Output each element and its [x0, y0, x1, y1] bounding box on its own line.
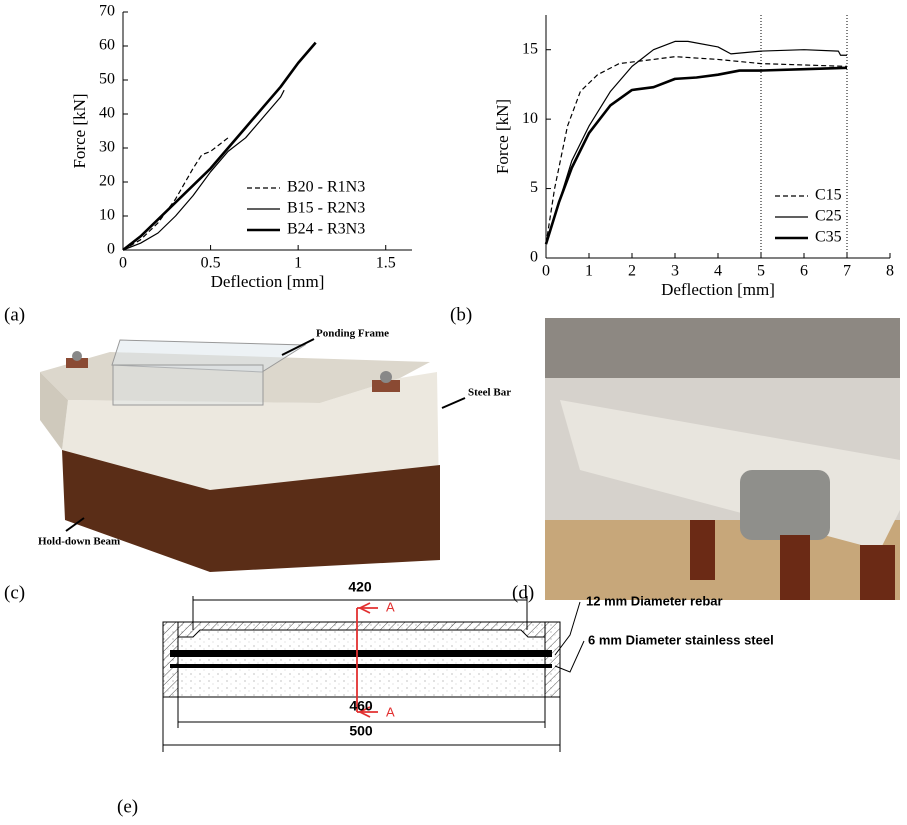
x-axis-label: Deflection [mm] — [661, 280, 775, 299]
y-tick-label: 70 — [99, 3, 115, 20]
x-tick-label: 2 — [628, 263, 636, 280]
ponding-frame-wall — [112, 364, 264, 406]
series-line — [545, 56, 848, 245]
y-tick-label: 40 — [99, 105, 115, 122]
legend-label: C35 — [815, 229, 842, 246]
x-tick-label: 5 — [757, 263, 765, 280]
section-label: A — [386, 704, 395, 719]
legend-label: B24 - R3N3 — [287, 221, 365, 238]
callout: 12 mm Diameter rebar — [586, 593, 723, 608]
legend-label: C15 — [815, 187, 842, 204]
series-line — [122, 89, 285, 251]
arrow — [65, 517, 85, 532]
y-tick-label: 20 — [99, 173, 115, 190]
annotation: Steel Bar — [468, 387, 511, 399]
y-tick-label: 10 — [99, 207, 115, 224]
panel-label: (a) — [4, 304, 25, 325]
dimension-label: 420 — [348, 579, 372, 595]
stainless-bar — [170, 664, 552, 668]
x-tick-label: 1 — [294, 255, 302, 272]
y-tick-label: 30 — [99, 139, 115, 156]
x-tick-label: 0 — [542, 263, 550, 280]
leader — [554, 601, 581, 656]
chart: 0 0.5 1 1.5 0 10 20 30 40 50 60 70 Deflection [mm] Fo… — [70, 3, 412, 291]
rebar — [170, 650, 552, 657]
ponding-recess — [177, 621, 546, 638]
beam-outline — [162, 621, 561, 698]
x-tick-label: 1.5 — [376, 255, 396, 272]
plate — [66, 358, 88, 368]
plate — [372, 380, 400, 392]
annotation: Hold-down Beam — [38, 536, 120, 548]
panel-label: (d) — [512, 582, 534, 603]
legend-label: B15 - R2N3 — [287, 200, 365, 217]
x-tick-label: 6 — [800, 263, 808, 280]
series-line — [122, 137, 229, 251]
nut — [380, 371, 392, 383]
series-line — [545, 40, 847, 245]
section-label: A — [386, 599, 395, 614]
end-cap — [162, 621, 179, 698]
x-tick-label: 7 — [843, 263, 851, 280]
x-tick-label: 0.5 — [201, 255, 221, 272]
chart: 0 1 2 3 4 5 6 7 8 0 5 10 15 Deflection [mm] Force [kN]… — [493, 15, 894, 299]
y-tick-label: 0 — [107, 241, 115, 258]
x-tick-label: 3 — [671, 263, 679, 280]
y-tick-label: 15 — [522, 40, 538, 57]
y-axis-label: Force [kN] — [493, 99, 512, 174]
legend-label: B20 - R1N3 — [287, 179, 365, 196]
y-tick-label: 0 — [530, 249, 538, 266]
section-diagram: A A 420 460 500 12 mm Diameter rebar 6 m… — [162, 579, 774, 752]
dimension-label: 500 — [349, 723, 373, 739]
x-tick-label: 1 — [585, 263, 593, 280]
support — [860, 545, 895, 600]
callout: 6 mm Diameter stainless steel — [588, 632, 774, 647]
panel-label: (c) — [4, 582, 25, 603]
annotation: Ponding Frame — [316, 328, 389, 340]
panel-label: (e) — [117, 796, 138, 817]
photo-row — [545, 318, 900, 600]
support — [690, 520, 715, 580]
x-axis-label: Deflection [mm] — [211, 272, 325, 291]
patch — [740, 470, 830, 540]
panel-label: (b) — [450, 304, 472, 325]
concrete-side — [40, 372, 68, 450]
ponding-frame — [111, 339, 307, 373]
series-line — [544, 66, 848, 245]
legend-label: C25 — [815, 208, 842, 225]
arrow — [441, 397, 466, 409]
nut — [72, 351, 82, 361]
x-tick-label: 0 — [119, 255, 127, 272]
support — [780, 535, 810, 600]
y-tick-label: 50 — [99, 71, 115, 88]
x-tick-label: 4 — [714, 263, 722, 280]
y-tick-label: 10 — [522, 110, 538, 127]
y-tick-label: 5 — [530, 179, 538, 196]
leader — [554, 640, 585, 673]
photo-specimen: Ponding Frame Steel Bar Hold-down Beam — [38, 328, 511, 572]
background-wall — [545, 318, 900, 378]
hold-down-beam — [62, 450, 440, 572]
end-cap — [544, 621, 561, 698]
y-tick-label: 60 — [99, 37, 115, 54]
dimension-label: 460 — [349, 698, 373, 714]
arrow — [281, 338, 315, 356]
y-axis-label: Force [kN] — [70, 93, 89, 168]
series-line — [122, 41, 317, 252]
x-tick-label: 8 — [886, 263, 894, 280]
